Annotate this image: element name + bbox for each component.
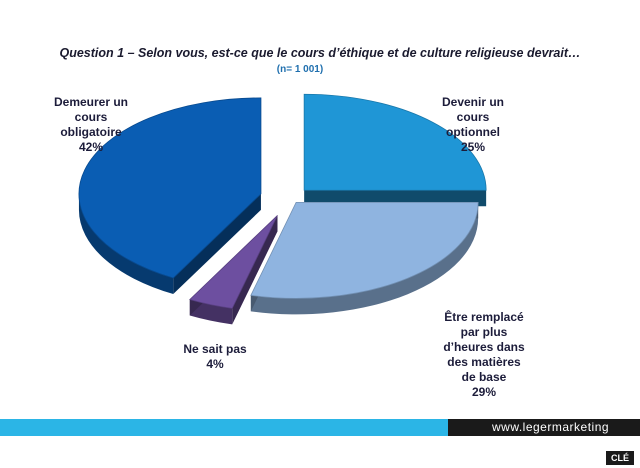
footer-url: www.legermarketing [448, 419, 640, 436]
slice-side-remplace [250, 202, 479, 315]
slice-devenir [303, 93, 487, 191]
footer-bar: www.legermarketing [0, 419, 640, 436]
slice-label-demeurer-line-2: cours [74, 110, 108, 124]
slice-ne-sait-pas [189, 215, 278, 309]
slice-value-devenir: 25% [460, 140, 486, 154]
slice-edge-demeurer-0 [173, 193, 261, 295]
slice-side-ne-sait-pas [189, 299, 233, 325]
slice-label-remplace-line-4: des matières [447, 355, 521, 369]
slice-label-demeurer-line-3: obligatoire [60, 125, 122, 139]
slice-label-remplace-line-2: par plus [460, 325, 508, 339]
slice-value-remplace: 29% [471, 385, 497, 399]
slice-label-ne-sait-pas: Ne sait pas 4% [160, 342, 270, 372]
slice-label-devenir-line-3: optionnel [446, 125, 500, 139]
slice-label-devenir: Devenir un cours optionnel 25% [418, 95, 528, 155]
chart-subtitle: (n= 1 001) [276, 64, 324, 75]
slice-value-demeurer: 42% [78, 140, 104, 154]
slice-label-demeurer-line-1: Demeurer un [53, 95, 129, 109]
slice-label-devenir-line-2: cours [456, 110, 490, 124]
slice-label-remplace-line-3: d’heures dans [443, 340, 525, 354]
slice-label-remplace-line-1: Être remplacé [444, 310, 524, 324]
slice-label-devenir-line-1: Devenir un [441, 95, 504, 109]
slice-remplace [250, 201, 479, 299]
slice-demeurer [78, 97, 262, 279]
slice-label-demeurer: Demeurer un cours obligatoire 42% [36, 95, 146, 155]
source-badge: CLÉ [606, 451, 634, 465]
chart-title: Question 1 – Selon vous, est-ce que le c… [59, 46, 581, 60]
slice-edge-ne-sait-pas-0 [232, 215, 278, 325]
footer-accent [0, 419, 448, 436]
slice-side-demeurer [78, 193, 174, 295]
slice-value-ne-sait-pas: 4% [206, 357, 224, 371]
slice-label-remplace: Être remplacé par plus d’heures dans des… [424, 310, 544, 400]
slice-label-remplace-line-5: de base [461, 370, 507, 384]
slice-label-ne-sait-pas-line-1: Ne sait pas [183, 342, 247, 356]
